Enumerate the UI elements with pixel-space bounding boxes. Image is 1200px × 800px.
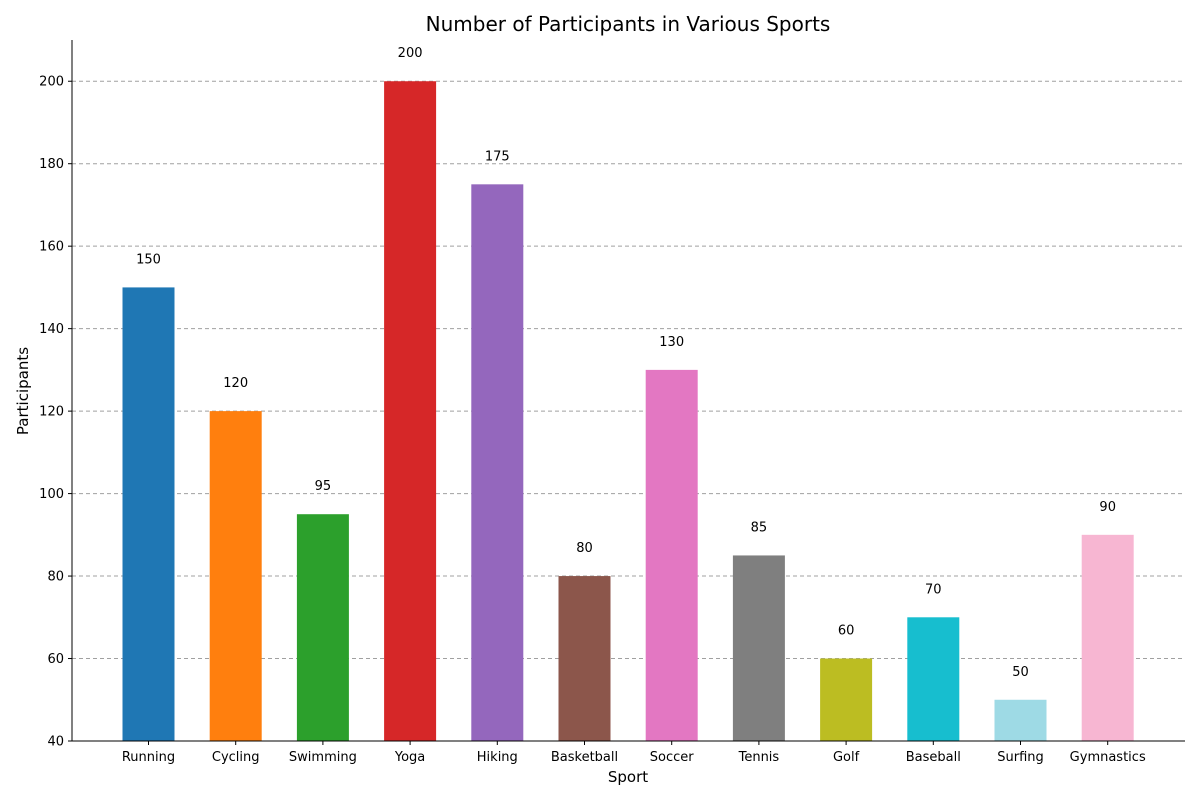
data-label: 175: [485, 149, 510, 164]
x-tick-label: Yoga: [394, 750, 425, 765]
y-tick-label: 100: [39, 487, 64, 502]
y-tick-label: 140: [39, 322, 64, 337]
x-tick-label: Hiking: [477, 750, 518, 765]
data-label: 90: [1099, 500, 1116, 515]
y-tick-label: 80: [47, 570, 64, 585]
x-tick-label: Surfing: [997, 750, 1044, 765]
y-tick-label: 180: [39, 157, 64, 172]
y-tick-label: 160: [39, 240, 64, 255]
bars: [122, 81, 1134, 741]
data-label: 60: [838, 624, 855, 639]
x-tick-label: Tennis: [738, 750, 780, 765]
data-label: 120: [223, 376, 248, 391]
x-tick-label: Gymnastics: [1070, 750, 1146, 765]
x-tick-label: Cycling: [212, 750, 260, 765]
chart-title: Number of Participants in Various Sports: [426, 12, 831, 36]
bar-yoga: [384, 81, 437, 741]
bar-running: [122, 287, 175, 741]
bar-golf: [820, 658, 873, 741]
data-label: 70: [925, 582, 942, 597]
x-tick-label: Golf: [833, 750, 860, 765]
data-labels: 150 120 95 200 175 80 130 85 60 70 50 90: [136, 46, 1116, 680]
data-label: 50: [1012, 665, 1029, 680]
data-label: 80: [576, 541, 593, 556]
y-tick-label: 40: [47, 735, 64, 750]
y-tick-label: 120: [39, 405, 64, 420]
bar-swimming: [296, 514, 349, 741]
y-tick-label: 200: [39, 75, 64, 90]
y-axis-ticks: 40 60 80 100 120 140 160 180 200: [39, 75, 72, 750]
data-label: 85: [751, 520, 768, 535]
y-axis-title: Participants: [14, 347, 32, 435]
bar-basketball: [558, 576, 611, 741]
data-label: 130: [659, 335, 684, 350]
bar-surfing: [994, 699, 1047, 741]
bar-tennis: [732, 555, 785, 741]
x-axis-ticks: Running Cycling Swimming Yoga Hiking Basketba…: [122, 741, 1146, 765]
bar-gymnastics: [1081, 534, 1134, 741]
bar-hiking: [471, 184, 524, 741]
x-tick-label: Basketball: [551, 750, 618, 765]
x-tick-label: Baseball: [906, 750, 961, 765]
bar-cycling: [209, 411, 262, 741]
data-label: 150: [136, 252, 161, 267]
bar-soccer: [645, 369, 698, 741]
data-label: 200: [398, 46, 423, 61]
x-tick-label: Running: [122, 750, 175, 765]
y-tick-label: 60: [47, 652, 64, 667]
x-axis-title: Sport: [608, 768, 648, 786]
x-tick-label: Swimming: [289, 750, 357, 765]
bar-baseball: [907, 617, 960, 741]
x-tick-label: Soccer: [650, 750, 694, 765]
data-label: 95: [315, 479, 332, 494]
